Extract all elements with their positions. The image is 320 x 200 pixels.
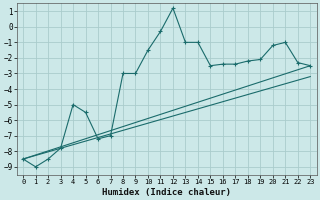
- X-axis label: Humidex (Indice chaleur): Humidex (Indice chaleur): [102, 188, 231, 197]
